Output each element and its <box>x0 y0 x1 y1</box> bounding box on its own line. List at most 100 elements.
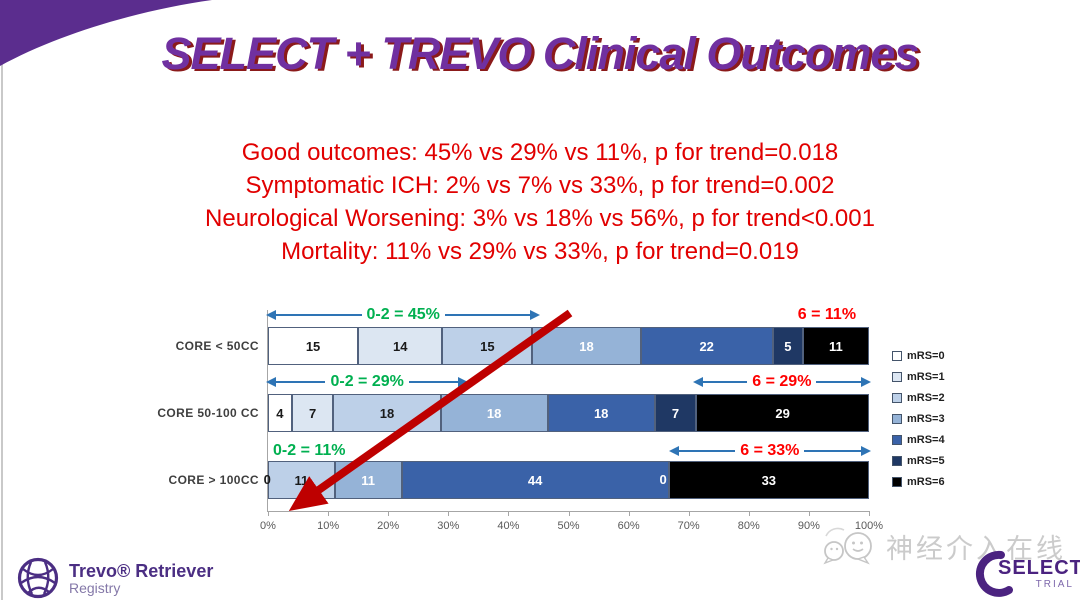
legend-swatch <box>892 413 902 424</box>
trevo-logo-name: Trevo® Retriever <box>69 560 214 581</box>
bar-segment-mRS=4: 22 <box>640 327 773 365</box>
legend-label: mRS=6 <box>907 475 945 488</box>
annotation-good-outcome: 0-2 = 29% <box>266 372 469 392</box>
bar-segment-mRS=4: 44 <box>401 461 669 499</box>
bar-segment-mRS=4: 18 <box>547 394 655 432</box>
select-logo-subtitle: TRIAL <box>1035 579 1074 590</box>
legend-item: mRS=3 <box>892 412 945 425</box>
bar-segment-mRS=5: 5 <box>772 327 803 365</box>
x-axis-tick <box>388 511 390 516</box>
arrowhead-right <box>458 377 469 387</box>
legend-item: mRS=0 <box>892 349 945 362</box>
select-trial-logo: SELECT TRIAL <box>950 546 1080 600</box>
annotation-mrs6: 6 = 33% <box>668 441 871 461</box>
legend-item: mRS=6 <box>892 475 945 488</box>
stat-line-mortality: Mortality: 11% vs 29% vs 33%, p for tren… <box>281 238 799 265</box>
category-label: CORE 50-100 CC <box>157 406 259 420</box>
bar-segment-mRS=5: 7 <box>654 394 697 432</box>
bar-segment-mRS=3: 18 <box>532 327 641 365</box>
arrowhead-left <box>266 377 276 387</box>
legend-swatch <box>892 371 902 382</box>
bar-row: 15 14 15 18 22 5 11 <box>268 327 869 365</box>
stat-line-neuro-worsening: Neurological Worsening: 3% vs 18% vs 56%… <box>205 205 875 232</box>
legend-swatch <box>892 350 902 361</box>
legend-label: mRS=4 <box>907 433 945 446</box>
chart-legend: mRS=0 mRS=1 mRS=2 mRS=3 mRS=4 mRS=5 mRS=6 <box>892 349 945 496</box>
arrowhead-right <box>860 446 871 456</box>
bar-segment-mRS=3: 18 <box>440 394 548 432</box>
x-axis-tick <box>688 511 690 516</box>
arrowhead-right <box>530 310 541 320</box>
x-axis-tick <box>869 511 870 516</box>
zero-value-label: 0 <box>263 472 271 487</box>
legend-swatch <box>892 455 902 466</box>
x-axis-tick-label: 80% <box>737 520 760 532</box>
category-label: CORE < 50CC <box>175 339 259 353</box>
chat-bubbles-icon <box>823 527 872 565</box>
arrowhead-left <box>668 446 679 456</box>
x-axis-tick-label: 60% <box>617 520 640 532</box>
bar-segment-mRS=6: 11 <box>802 327 869 365</box>
x-axis-tick-label: 90% <box>797 520 820 532</box>
legend-label: mRS=1 <box>907 370 945 383</box>
x-axis-tick <box>808 511 810 516</box>
bar-segment-mRS=0: 4 <box>268 394 292 432</box>
trevo-mesh-icon <box>17 557 59 599</box>
slide-left-border <box>1 0 3 600</box>
annotation-label: 0-2 = 29% <box>325 373 409 391</box>
annotation-good-outcome: 0-2 = 11% <box>268 441 400 461</box>
legend-label: mRS=5 <box>907 454 945 467</box>
legend-label: mRS=0 <box>907 349 945 362</box>
chart-plot-area: CORE < 50CC 15 14 15 18 22 5 11 CORE 50-100 CC 4 7… <box>157 306 883 532</box>
x-axis-tick-label: 50% <box>557 520 580 532</box>
stat-line-good-outcomes: Good outcomes: 45% vs 29% vs 11%, p for … <box>241 139 839 166</box>
bar-segment-mRS=1: 14 <box>358 327 443 365</box>
legend-item: mRS=5 <box>892 454 945 467</box>
bar-segment-mRS=1: 7 <box>291 394 334 432</box>
legend-swatch <box>892 392 902 403</box>
x-axis-tick-label: 10% <box>317 520 340 532</box>
arrowhead-left <box>266 310 276 320</box>
stat-line-sich: Symptomatic ICH: 2% vs 7% vs 33%, p for … <box>245 172 835 199</box>
arrowhead-left <box>692 377 703 387</box>
legend-swatch <box>892 434 902 445</box>
x-axis-tick <box>628 511 630 516</box>
annotation-label: 0-2 = 45% <box>361 306 445 324</box>
bar-segment-mRS=6: 29 <box>696 394 869 432</box>
x-axis-tick <box>568 511 570 516</box>
zero-value-label: 0 <box>659 472 667 487</box>
watermark-text: 神经介入在线 <box>886 533 1066 564</box>
trevo-logo-subtitle: Registry <box>69 579 121 596</box>
x-axis-tick <box>748 511 750 516</box>
x-axis-tick-label: 20% <box>377 520 400 532</box>
bar-segment-mRS=2: 18 <box>333 394 441 432</box>
bar-segment-mRS=2: 11 <box>268 461 335 499</box>
category-label: CORE > 100CC <box>168 473 259 487</box>
watermark: 神经介入在线 <box>820 526 1066 566</box>
x-axis-tick-label: 30% <box>437 520 460 532</box>
select-logo-name: SELECT <box>998 557 1080 579</box>
bar-segment-mRS=2: 15 <box>442 327 533 365</box>
annotation-label: 6 = 29% <box>747 373 817 391</box>
bar-segment-mRS=0: 15 <box>268 327 359 365</box>
legend-label: mRS=2 <box>907 391 945 404</box>
x-axis-tick-label: 70% <box>677 520 700 532</box>
annotation-label: 0-2 = 11% <box>268 442 351 460</box>
arrowhead-right <box>860 377 871 387</box>
corner-swoosh-decoration <box>0 0 212 66</box>
x-axis-tick <box>448 511 450 516</box>
x-axis-tick <box>508 511 510 516</box>
page-title: SELECT + TREVO Clinical Outcomes <box>161 28 920 79</box>
annotation-label: 6 = 33% <box>735 442 805 460</box>
x-axis-tick <box>328 511 330 516</box>
x-axis-tick-label: 100% <box>854 520 884 532</box>
trevo-registry-logo: Trevo® Retriever Registry <box>16 556 213 600</box>
bar-row: 4 7 18 18 18 7 29 <box>268 394 869 432</box>
annotation-good-outcome: 0-2 = 45% <box>266 305 541 325</box>
annotation-mrs6: 6 = 29% <box>692 372 871 392</box>
legend-item: mRS=1 <box>892 370 945 383</box>
select-swoosh-icon <box>975 550 1013 597</box>
x-axis-tick <box>268 511 269 516</box>
legend-label: mRS=3 <box>907 412 945 425</box>
bar-segment-mRS=3: 11 <box>334 461 402 499</box>
